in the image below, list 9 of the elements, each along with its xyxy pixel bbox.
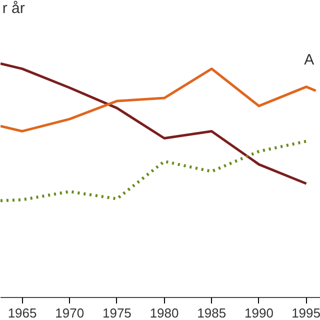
x-tick-label: 1975: [102, 306, 132, 320]
x-tick-label: 1995: [292, 306, 320, 320]
x-tick-label: 1990: [244, 306, 274, 320]
x-tick-label: 1970: [55, 306, 84, 320]
x-tick-label: 1985: [197, 306, 226, 320]
text: r år: [2, 0, 25, 17]
x-tick-label: 1965: [8, 306, 37, 320]
x-tick-label: 1980: [150, 306, 179, 320]
annotation: A: [304, 51, 314, 68]
